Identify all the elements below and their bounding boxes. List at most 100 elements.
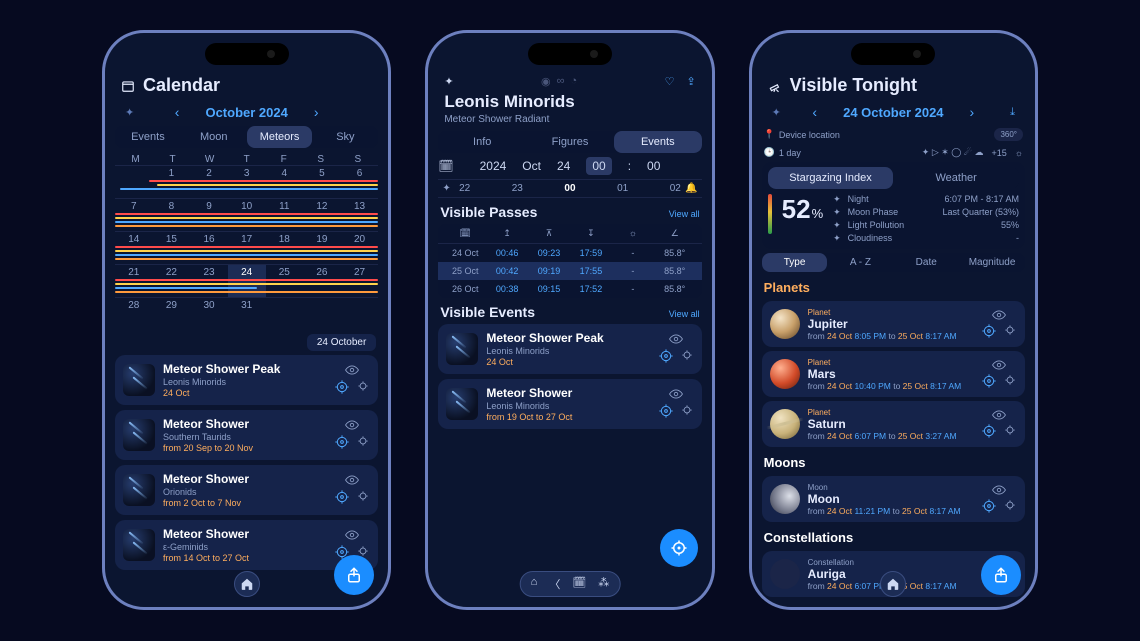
- picker-month[interactable]: Oct: [522, 159, 541, 173]
- next-month[interactable]: ›: [314, 104, 319, 120]
- calendar-day[interactable]: 1: [153, 166, 191, 198]
- calendar-day[interactable]: 2: [190, 166, 228, 198]
- eye-icon[interactable]: [345, 475, 359, 485]
- eye-icon[interactable]: [992, 410, 1006, 420]
- filter-type[interactable]: Type: [762, 253, 828, 272]
- calendar-day[interactable]: 5: [303, 166, 341, 198]
- tune-icon[interactable]: ✦: [125, 106, 134, 119]
- target-icon[interactable]: [981, 373, 997, 389]
- pass-row[interactable]: 25 Oct00:4209:1917:55-85.8°: [438, 262, 701, 280]
- event-card[interactable]: Meteor Shower PeakLeonis Minorids24 Oct: [115, 355, 378, 405]
- index-tab[interactable]: Stargazing Index: [768, 167, 894, 189]
- fov-pill[interactable]: 360°: [994, 128, 1023, 141]
- date-picker[interactable]: 🗓 2024 Oct 24 00 : 00: [438, 153, 701, 179]
- time-ruler[interactable]: ✦ 🔔 2223000102: [438, 179, 701, 198]
- tab-figures[interactable]: Figures: [526, 131, 614, 153]
- event-card[interactable]: Meteor Shower PeakLeonis Minorids24 Oct: [438, 324, 701, 374]
- picker-day[interactable]: 24: [557, 159, 570, 173]
- target-icon[interactable]: [334, 379, 350, 395]
- next-day[interactable]: ›: [970, 104, 975, 120]
- location-label[interactable]: Device location: [779, 130, 840, 140]
- tab-moon[interactable]: Moon: [181, 126, 247, 148]
- nav-chip[interactable]: ⌂ 〈 🗓 ⁂: [520, 571, 621, 597]
- share-fab[interactable]: [334, 555, 374, 595]
- eye-icon[interactable]: [992, 310, 1006, 320]
- target-icon[interactable]: [981, 423, 997, 439]
- object-card[interactable]: PlanetSaturnfrom 24 Oct 6:07 PM to 25 Oc…: [762, 401, 1025, 447]
- picker-year[interactable]: 2024: [480, 159, 507, 173]
- aim-icon[interactable]: [356, 379, 370, 395]
- home-icon[interactable]: ⌂: [531, 576, 538, 592]
- object-card[interactable]: MoonMoonfrom 24 Oct 11:21 PM to 25 Oct 8…: [762, 476, 1025, 522]
- event-card[interactable]: Meteor ShowerSouthern Tauridsfrom 20 Sep…: [115, 410, 378, 460]
- tab-events[interactable]: Events: [115, 126, 181, 148]
- span-label[interactable]: 1 day: [779, 148, 801, 158]
- target-icon[interactable]: [658, 348, 674, 364]
- filter-date[interactable]: Date: [893, 253, 959, 272]
- date-label[interactable]: 24 October 2024: [843, 105, 943, 120]
- month-label[interactable]: October 2024: [205, 105, 287, 120]
- home-button[interactable]: [234, 571, 260, 597]
- target-icon[interactable]: [981, 323, 997, 339]
- aim-icon[interactable]: [680, 348, 694, 364]
- calendar-icon-small[interactable]: 🗓: [438, 159, 453, 173]
- pin-icon[interactable]: 📍: [764, 129, 775, 140]
- event-card[interactable]: Meteor ShowerOrionidsfrom 2 Oct to 7 Nov: [115, 465, 378, 515]
- tab-info[interactable]: Info: [438, 131, 526, 153]
- index-tab[interactable]: Weather: [893, 167, 1019, 189]
- home-button[interactable]: [880, 571, 906, 597]
- tune-icon[interactable]: ✦: [442, 183, 450, 194]
- eye-icon[interactable]: [992, 485, 1006, 495]
- aim-icon[interactable]: [356, 489, 370, 505]
- events-viewall[interactable]: View all: [669, 309, 700, 319]
- download-icon[interactable]: ⤓: [1010, 106, 1015, 119]
- mini-category-icons[interactable]: ✦ ▷ ✶ ◯ ☄ ☁: [922, 147, 984, 158]
- tick[interactable]: 02: [670, 183, 681, 194]
- cal-icon[interactable]: 🗓: [572, 576, 586, 592]
- aim-icon[interactable]: [1003, 373, 1017, 389]
- target-icon[interactable]: [658, 403, 674, 419]
- target-icon[interactable]: [981, 498, 997, 514]
- calendar-day[interactable]: 29: [153, 298, 191, 330]
- aim-icon[interactable]: [680, 403, 694, 419]
- passes-viewall[interactable]: View all: [669, 209, 700, 219]
- back-icon[interactable]: 〈: [549, 576, 560, 592]
- selected-date-chip[interactable]: 24 October: [307, 334, 376, 351]
- calendar-day[interactable]: 3: [228, 166, 266, 198]
- locate-button[interactable]: [660, 529, 698, 567]
- tab-events[interactable]: Events: [614, 131, 702, 153]
- tick[interactable]: 01: [617, 183, 628, 194]
- meteor-icon[interactable]: ⁂: [598, 576, 609, 592]
- eye-icon[interactable]: [345, 530, 359, 540]
- target-icon[interactable]: [334, 489, 350, 505]
- prev-month[interactable]: ‹: [175, 104, 180, 120]
- target-icon[interactable]: [334, 434, 350, 450]
- tick[interactable]: 22: [459, 183, 470, 194]
- calendar-day[interactable]: 30: [190, 298, 228, 330]
- share-icon[interactable]: ⇪: [686, 75, 695, 88]
- heart-icon[interactable]: ♡: [665, 75, 675, 88]
- eye-icon[interactable]: [992, 360, 1006, 370]
- eye-icon[interactable]: [345, 420, 359, 430]
- calendar-day[interactable]: 6: [341, 166, 379, 198]
- bell-icon[interactable]: 🔔: [685, 183, 697, 194]
- aim-icon[interactable]: [1003, 323, 1017, 339]
- event-card[interactable]: Meteor ShowerLeonis Minoridsfrom 19 Oct …: [438, 379, 701, 429]
- eye-icon[interactable]: [669, 334, 683, 344]
- plus15-label[interactable]: +15: [991, 148, 1006, 158]
- object-card[interactable]: PlanetMarsfrom 24 Oct 10:40 PM to 25 Oct…: [762, 351, 1025, 397]
- tick[interactable]: 23: [512, 183, 523, 194]
- picker-min[interactable]: 00: [647, 159, 660, 173]
- prev-day[interactable]: ‹: [812, 104, 817, 120]
- spark-icon[interactable]: ✦: [444, 75, 453, 88]
- pass-row[interactable]: 26 Oct00:3809:1517:52-85.8°: [438, 280, 701, 298]
- tune-icon[interactable]: ✦: [772, 106, 781, 119]
- calendar-day[interactable]: 4: [266, 166, 304, 198]
- filter-magnitude[interactable]: Magnitude: [959, 253, 1025, 272]
- filter-a-z[interactable]: A - Z: [827, 253, 893, 272]
- picker-hour[interactable]: 00: [586, 157, 611, 175]
- object-card[interactable]: PlanetJupiterfrom 24 Oct 8:05 PM to 25 O…: [762, 301, 1025, 347]
- aim-icon[interactable]: [1003, 423, 1017, 439]
- share-fab[interactable]: [981, 555, 1021, 595]
- eye-icon[interactable]: [669, 389, 683, 399]
